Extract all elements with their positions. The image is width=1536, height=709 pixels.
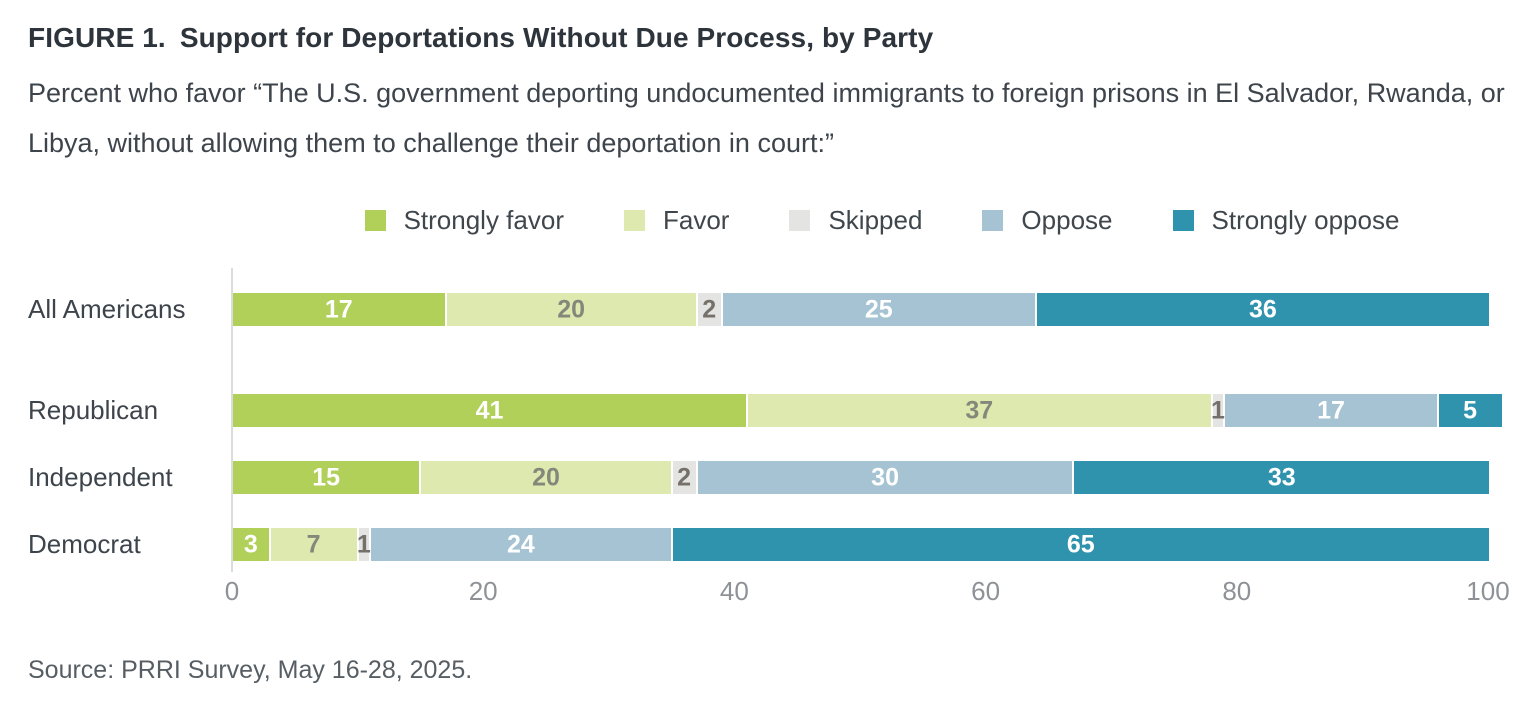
source-note: Source: PRRI Survey, May 16-28, 2025.: [28, 656, 473, 684]
segment-skipped: 2: [672, 461, 698, 494]
value-label: 24: [506, 530, 535, 558]
segment-favor: 20: [446, 293, 698, 326]
x-tick-label: 40: [719, 576, 749, 606]
figure-subtitle: Percent who favor “The U.S. government d…: [28, 78, 1505, 158]
value-label: 3: [243, 530, 258, 558]
value-label: 30: [871, 463, 899, 491]
legend-item-strongly-favor: Strongly favor: [364, 205, 564, 236]
legend-item-oppose: Oppose: [982, 205, 1113, 236]
value-label: 20: [557, 295, 586, 323]
chart-legend: Strongly favor Favor Skipped Oppose Strongly…: [232, 205, 1532, 236]
segment-skipped: 2: [697, 293, 723, 326]
value-label: 15: [312, 463, 341, 491]
value-label: 17: [324, 295, 353, 323]
legend-swatch-oppose: [982, 210, 1004, 231]
segment-oppose: 25: [722, 293, 1037, 326]
title-text: Support for Deportations Without Due Pro…: [179, 22, 934, 53]
legend-item-skipped: Skipped: [789, 205, 922, 236]
value-label: 41: [475, 396, 504, 424]
value-label: 36: [1248, 295, 1277, 323]
segment-strongly-favor: 17: [233, 293, 447, 326]
value-label: 33: [1267, 463, 1296, 491]
segment-oppose: 30: [697, 461, 1075, 494]
bar-row-all-americans: 17 20 2 25 36: [233, 293, 1489, 326]
legend-swatch-strongly-favor: [364, 210, 386, 231]
segment-skipped: 1: [1210, 394, 1226, 427]
value-label: 25: [864, 295, 893, 323]
figure-title: FIGURE 1. Support for Deportations Withou…: [28, 22, 1518, 54]
legend-label: Strongly oppose: [1211, 205, 1400, 235]
segment-strongly-oppose: 5: [1438, 394, 1502, 427]
segment-strongly-oppose: 36: [1036, 293, 1489, 326]
legend-swatch-favor: [623, 210, 645, 231]
segment-skipped: 1: [356, 528, 372, 561]
segment-favor: 7: [270, 528, 359, 561]
figure-label: FIGURE 1.: [28, 22, 166, 53]
y-axis-line: [231, 268, 233, 572]
value-label: 1: [356, 530, 371, 558]
value-label: 17: [1317, 396, 1345, 424]
x-tick-label: 20: [468, 576, 498, 606]
bar-row-independent: 15 20 2 30 33: [233, 461, 1489, 494]
value-label: 20: [532, 463, 560, 491]
legend-item-favor: Favor: [623, 205, 730, 236]
category-label-all-americans: All Americans: [28, 294, 186, 324]
category-label-republican: Republican: [28, 395, 159, 425]
segment-favor: 37: [747, 394, 1213, 427]
value-label: 5: [1463, 396, 1478, 424]
value-label: 2: [702, 295, 717, 323]
segment-strongly-favor: 15: [233, 461, 422, 494]
segment-favor: 20: [421, 461, 673, 494]
legend-label: Favor: [662, 205, 730, 235]
category-label-democrat: Democrat: [28, 529, 141, 559]
category-label-independent: Independent: [28, 462, 173, 492]
segment-strongly-favor: 41: [233, 394, 748, 427]
value-label: 37: [965, 396, 994, 424]
legend-swatch-strongly-oppose: [1172, 210, 1194, 231]
segment-strongly-favor: 3: [233, 528, 271, 561]
value-label: 7: [306, 530, 321, 558]
segment-oppose: 17: [1225, 394, 1439, 427]
legend-swatch-skipped: [789, 210, 811, 231]
segment-strongly-oppose: 65: [672, 528, 1489, 561]
x-tick-label: 0: [224, 576, 240, 606]
value-label: 1: [1210, 396, 1225, 424]
legend-item-strongly-oppose: Strongly oppose: [1172, 205, 1400, 236]
legend-label: Oppose: [1021, 205, 1113, 235]
x-tick-label: 80: [1222, 576, 1252, 606]
bar-row-republican: 41 37 1 17 5: [233, 394, 1502, 427]
value-label: 2: [677, 463, 692, 491]
legend-label: Skipped: [828, 205, 923, 235]
bar-row-democrat: 3 7 1 24 65: [233, 528, 1489, 561]
legend-label: Strongly favor: [403, 205, 564, 235]
x-tick-label: 100: [1466, 576, 1510, 606]
segment-oppose: 24: [371, 528, 673, 561]
x-tick-label: 60: [971, 576, 1001, 606]
segment-strongly-oppose: 33: [1074, 461, 1489, 494]
value-label: 65: [1066, 530, 1095, 558]
